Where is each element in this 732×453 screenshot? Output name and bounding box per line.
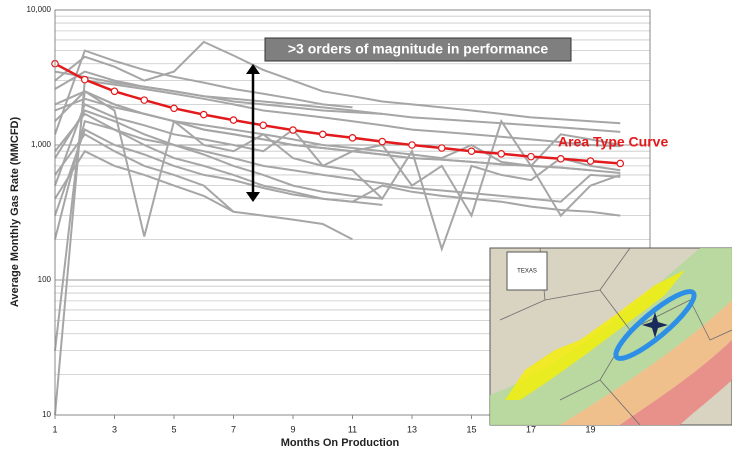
type-curve-marker: [201, 111, 207, 117]
y-tick-label: 10: [42, 410, 51, 419]
type-curve-marker: [409, 142, 415, 148]
type-curve-marker: [290, 127, 296, 133]
x-tick-label: 5: [171, 424, 176, 434]
annotation: >3 orders of magnitude in performance: [288, 41, 548, 57]
chart: Average Monthly Gas Rate (MMCFD) Months …: [0, 0, 732, 453]
type-curve-marker: [230, 117, 236, 123]
x-tick-label: 7: [231, 424, 236, 434]
type-curve-marker: [379, 138, 385, 144]
map-label: TEXAS: [517, 269, 537, 275]
y-tick-label: 100: [38, 275, 52, 284]
curve-label: Area Type Curve: [558, 134, 668, 150]
x-tick-label: 9: [290, 424, 295, 434]
x-tick-label: 15: [466, 424, 476, 434]
x-tick-label: 17: [526, 424, 536, 434]
type-curve-marker: [439, 145, 445, 151]
x-axis-label: Months On Production: [281, 437, 400, 449]
x-tick-label: 3: [112, 424, 117, 434]
type-curve-marker: [111, 88, 117, 94]
y-axis-label: Average Monthly Gas Rate (MMCFD): [9, 117, 21, 308]
y-tick-label: 10,000: [27, 5, 52, 14]
x-tick-label: 19: [585, 424, 595, 434]
type-curve-marker: [498, 151, 504, 157]
type-curve-marker: [587, 158, 593, 164]
x-tick-label: 1: [52, 424, 57, 434]
type-curve-marker: [617, 160, 623, 166]
y-tick-label: 1,000: [31, 140, 52, 149]
type-curve-marker: [468, 148, 474, 154]
type-curve-marker: [349, 135, 355, 141]
x-tick-label: 11: [348, 424, 357, 434]
type-curve-marker: [528, 153, 534, 159]
type-curve-marker: [320, 131, 326, 137]
type-curve-marker: [260, 122, 266, 128]
type-curve-marker: [82, 76, 88, 82]
x-tick-label: 13: [407, 424, 417, 434]
type-curve-marker: [558, 156, 564, 162]
type-curve-marker: [141, 97, 147, 103]
inset-map: TEXAS: [490, 248, 732, 425]
type-curve-marker: [171, 105, 177, 111]
